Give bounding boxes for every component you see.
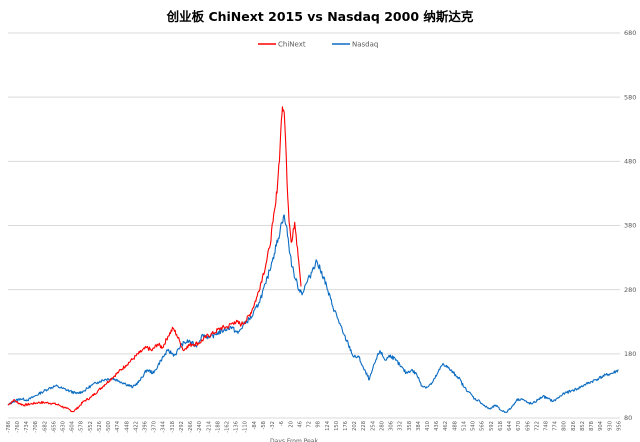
x-tick-label: 488	[452, 421, 458, 431]
x-tick-label: 332	[398, 421, 404, 431]
x-tick-label: 748	[543, 421, 549, 431]
x-tick-label: -682	[42, 421, 48, 433]
x-tick-label: -136	[234, 421, 240, 433]
series-chinext	[7, 106, 302, 413]
x-tick-label: -292	[179, 421, 185, 433]
x-tick-label: -474	[115, 420, 121, 432]
series-line-chinext	[7, 106, 302, 413]
x-tick-label: 384	[416, 420, 422, 431]
x-tick-label: -84	[252, 420, 258, 429]
x-tick-label: -656	[51, 421, 57, 433]
x-tick-label: -32	[270, 421, 276, 429]
x-tick-label: -344	[161, 420, 167, 432]
x-tick-label: -630	[60, 421, 66, 433]
x-tick-label: 202	[352, 421, 358, 431]
x-tick-label: -708	[33, 421, 39, 433]
chart-title: 创业板 ChiNext 2015 vs Nasdaq 2000 纳斯达克	[166, 9, 474, 24]
x-tick-label: -266	[188, 421, 194, 433]
x-tick-label: 228	[361, 421, 367, 431]
x-tick-label: 644	[507, 420, 513, 431]
x-tick-label: -734	[24, 420, 30, 432]
x-tick-label: -422	[133, 421, 139, 433]
x-tick-label: 358	[407, 421, 413, 431]
x-tick-label: 20	[288, 421, 294, 428]
x-tick-label: -188	[215, 421, 221, 433]
x-tick-label: 280	[379, 421, 385, 431]
x-tick-label: 462	[443, 421, 449, 431]
x-tick-label: 98	[316, 421, 322, 428]
y-tick-label: 280	[624, 286, 636, 294]
x-tick-label: 436	[434, 421, 440, 431]
x-tick-label: 800	[562, 421, 568, 431]
x-tick-label: -760	[15, 421, 21, 433]
x-tick-label: 46	[297, 421, 303, 428]
series-line-nasdaq	[7, 214, 619, 414]
y-tick-label: 180	[624, 350, 636, 358]
x-tick-label: 124	[325, 420, 331, 431]
legend-label-nasdaq: Nasdaq	[352, 41, 378, 49]
x-tick-label: 566	[480, 421, 486, 431]
x-tick-label: -578	[79, 421, 85, 433]
x-tick-label: 878	[589, 421, 595, 431]
y-tick-label: 580	[624, 93, 636, 101]
x-tick-label: -318	[170, 421, 176, 433]
y-tick-label: 680	[624, 29, 636, 37]
x-tick-label: 852	[580, 421, 586, 431]
y-tick-label: 80	[624, 414, 632, 422]
legend: ChiNext Nasdaq	[258, 41, 378, 49]
x-tick-label: -786	[6, 421, 12, 433]
x-tick-label: 306	[389, 421, 395, 431]
legend-label-chinext: ChiNext	[278, 41, 306, 49]
x-tick-label: 956	[616, 421, 622, 431]
x-tick-label: 410	[425, 421, 431, 431]
x-tick-label: 774	[553, 420, 559, 431]
x-tick-label: -500	[106, 421, 112, 433]
x-tick-label: -396	[143, 421, 149, 433]
x-tick-label: -604	[70, 420, 76, 432]
x-tick-label: -6	[279, 421, 285, 426]
x-tick-label: 176	[343, 421, 349, 431]
x-tick-label: 670	[516, 421, 522, 431]
x-tick-label: 254	[370, 420, 376, 431]
series-nasdaq	[7, 214, 619, 414]
x-tick-label: 904	[598, 420, 604, 431]
x-tick-label: 826	[571, 421, 577, 431]
x-tick-label: -214	[206, 420, 212, 432]
x-tick-label: 150	[334, 421, 340, 431]
x-tick-label: 618	[498, 421, 504, 431]
x-tick-label: -110	[243, 421, 249, 433]
x-tick-label: -240	[197, 421, 203, 433]
x-tick-label: 72	[307, 421, 313, 428]
y-tick-label: 380	[624, 222, 636, 230]
x-tick-label: 722	[534, 421, 540, 431]
x-tick-label: 540	[471, 421, 477, 431]
x-tick-label: -58	[261, 421, 267, 429]
x-tick-label: 514	[461, 420, 467, 431]
x-tick-label: -552	[88, 421, 94, 433]
x-tick-label: 592	[489, 421, 495, 431]
x-tick-label: 696	[525, 421, 531, 431]
x-tick-label: -162	[225, 421, 231, 433]
y-tick-label: 480	[624, 158, 636, 166]
x-tick-label: -526	[97, 421, 103, 433]
x-tick-label: 930	[607, 421, 613, 431]
x-axis-title: Days From Peak	[270, 438, 318, 442]
x-tick-label: -370	[152, 421, 158, 433]
x-tick-label: -448	[124, 421, 130, 433]
